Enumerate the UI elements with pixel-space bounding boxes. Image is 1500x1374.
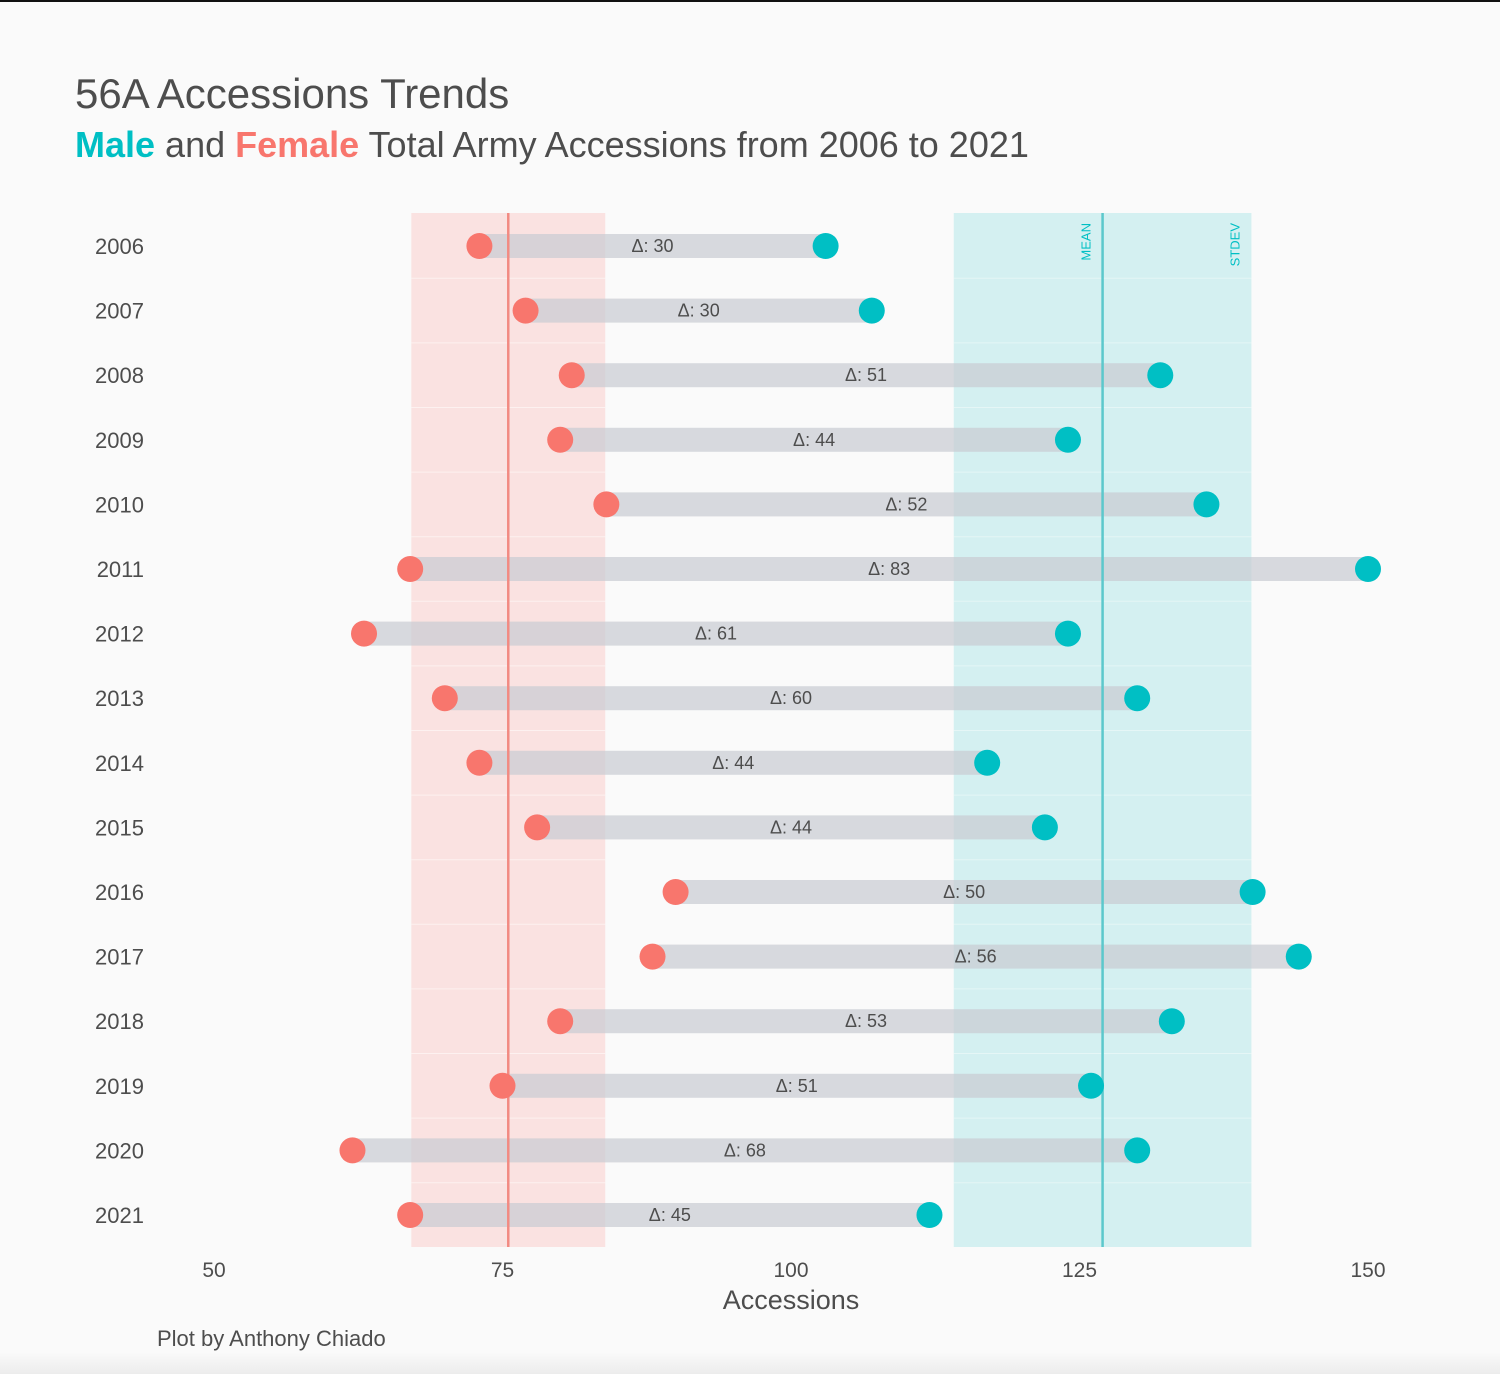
range-bar-2010 (606, 492, 1207, 517)
range-bar-2009 (560, 427, 1068, 452)
subtitle-male: Male (75, 124, 156, 165)
y-tick-label: 2021 (95, 1203, 144, 1228)
y-tick-label: 2011 (97, 557, 144, 582)
male-point-2017 (1285, 943, 1312, 970)
y-tick-label: 2006 (95, 234, 144, 259)
female-point-2021 (397, 1202, 424, 1228)
range-bar-2007 (525, 298, 872, 323)
female-point-2007 (512, 297, 539, 324)
male-point-2012 (1054, 620, 1081, 647)
subtitle-and: and (155, 124, 236, 165)
delta-label-2006: Δ: 30 (631, 236, 673, 256)
male-point-2008 (1147, 362, 1174, 389)
range-bar-2013 (444, 686, 1138, 711)
female-point-2006 (466, 233, 493, 259)
delta-label-2016: Δ: 50 (943, 882, 985, 902)
female-point-2012 (351, 620, 378, 647)
x-tick-label: 150 (1350, 1259, 1385, 1282)
delta-label-2008: Δ: 51 (845, 365, 887, 385)
male-point-2021 (916, 1202, 943, 1228)
male-point-2009 (1054, 426, 1081, 453)
range-bar-2011 (410, 557, 1368, 581)
range-bar-2020 (352, 1138, 1138, 1163)
range-bar-2017 (652, 944, 1299, 969)
chart-subtitle: Male and Female Total Army Accessions fr… (75, 124, 1029, 166)
y-tick-label: 2016 (95, 880, 144, 905)
y-tick-label: 2017 (95, 945, 144, 970)
y-tick-label: 2020 (95, 1138, 144, 1163)
female-point-2009 (547, 426, 574, 453)
delta-label-2017: Δ: 56 (955, 947, 997, 967)
delta-label-2021: Δ: 45 (649, 1205, 691, 1225)
x-tick-label: 100 (773, 1259, 808, 1282)
delta-label-2020: Δ: 68 (724, 1140, 766, 1160)
male-point-2006 (812, 233, 839, 259)
range-bar-2016 (675, 880, 1253, 904)
bottom-fade (0, 1352, 1500, 1374)
y-tick-label: 2019 (95, 1074, 144, 1099)
delta-label-2018: Δ: 53 (845, 1011, 887, 1031)
y-tick-label: 2012 (95, 622, 144, 647)
male-mean-label: MEAN (1079, 223, 1094, 261)
male-point-2018 (1158, 1008, 1185, 1035)
caption: Plot by Anthony Chiado (157, 1326, 386, 1351)
x-axis-title: Accessions (723, 1285, 860, 1315)
y-tick-label: 2010 (95, 492, 144, 517)
delta-label-2015: Δ: 44 (770, 817, 812, 837)
delta-label-2013: Δ: 60 (770, 688, 812, 708)
x-tick-label: 75 (491, 1259, 514, 1282)
male-point-2014 (974, 749, 1001, 776)
subtitle-rest: Total Army Accessions from 2006 to 2021 (359, 124, 1029, 165)
chart-title: 56A Accessions Trends (75, 70, 510, 117)
female-point-2015 (524, 814, 551, 841)
delta-label-2019: Δ: 51 (776, 1076, 818, 1096)
y-tick-label: 2015 (95, 815, 144, 840)
female-point-2019 (489, 1072, 516, 1099)
range-bar-2008 (571, 363, 1161, 388)
delta-label-2010: Δ: 52 (885, 494, 927, 514)
y-tick-label: 2018 (95, 1009, 144, 1034)
female-point-2016 (662, 879, 689, 905)
range-bar-2021 (410, 1203, 930, 1227)
female-point-2011 (397, 556, 424, 582)
x-tick-label: 125 (1062, 1259, 1097, 1282)
male-point-2015 (1031, 814, 1058, 841)
y-tick-label: 2009 (95, 428, 144, 453)
female-point-2014 (466, 749, 493, 776)
y-tick-label: 2007 (95, 299, 144, 324)
range-bar-2018 (560, 1009, 1172, 1034)
delta-label-2009: Δ: 44 (793, 430, 835, 450)
range-bar-2019 (502, 1073, 1092, 1098)
male-point-2010 (1193, 491, 1220, 518)
female-point-2008 (558, 362, 585, 389)
range-bar-2012 (364, 621, 1068, 646)
range-bar-2015 (537, 815, 1045, 840)
male-point-2007 (858, 297, 885, 324)
range-bar-2006 (479, 234, 826, 258)
range-bar-2014 (479, 750, 988, 775)
delta-label-2014: Δ: 44 (712, 753, 754, 773)
male-point-2016 (1239, 879, 1266, 905)
top-border (0, 0, 1500, 2)
subtitle-female: Female (235, 124, 360, 165)
male-point-2013 (1124, 685, 1151, 712)
x-tick-label: 50 (202, 1259, 225, 1282)
male-point-2020 (1124, 1137, 1151, 1164)
female-point-2010 (593, 491, 620, 518)
male-stdev-label: STDEV (1227, 223, 1242, 267)
male-point-2011 (1355, 556, 1381, 582)
delta-label-2012: Δ: 61 (695, 624, 737, 644)
y-tick-label: 2013 (95, 686, 144, 711)
y-tick-label: 2014 (95, 751, 144, 776)
female-point-2018 (547, 1008, 574, 1035)
male-point-2019 (1078, 1072, 1105, 1099)
female-point-2017 (639, 943, 666, 970)
delta-label-2011: Δ: 83 (868, 559, 910, 579)
y-tick-label: 2008 (95, 363, 144, 388)
female-point-2013 (431, 685, 458, 712)
delta-label-2007: Δ: 30 (678, 301, 720, 321)
female-point-2020 (339, 1137, 366, 1164)
